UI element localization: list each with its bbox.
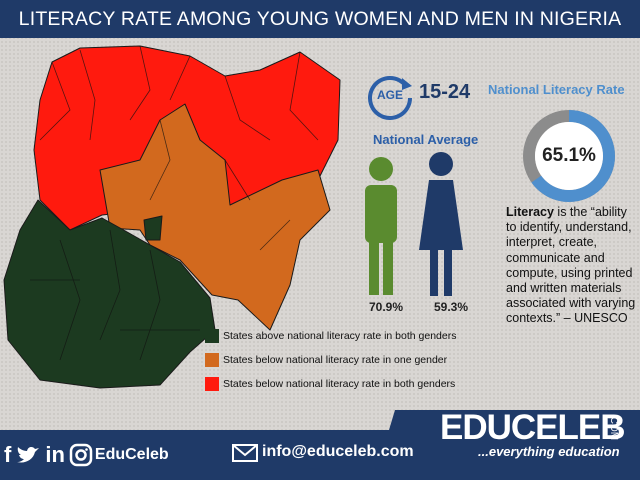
legend-label: States below national literacy rate in o… <box>223 354 448 366</box>
female-literacy-rate: 59.3% <box>434 300 469 314</box>
national-literacy-rate-label: National Literacy Rate <box>488 82 625 97</box>
age-refresh-icon <box>368 76 412 120</box>
legend-swatch-orange <box>205 353 219 367</box>
definition-text: is the “ability to identify, understand,… <box>506 205 636 326</box>
brand-tagline: ...everything education <box>478 444 620 459</box>
twitter-icon[interactable] <box>15 444 41 466</box>
legend-swatch-green <box>205 329 219 343</box>
age-badge-label: AGE <box>376 88 403 102</box>
legend-item-one-gender: States below national literacy rate in o… <box>205 348 456 372</box>
instagram-icon[interactable] <box>69 443 93 467</box>
age-range: 15-24 <box>419 81 471 103</box>
legend-item-above: States above national literacy rate in b… <box>205 324 456 348</box>
literacy-rate-donut <box>523 110 615 202</box>
nigeria-map <box>3 45 341 389</box>
literacy-rate-value: 65.1% <box>542 145 596 166</box>
literacy-definition: Literacy is the “ability to identify, un… <box>506 205 638 327</box>
male-literacy-rate: 70.9% <box>369 300 404 314</box>
social-links: f in EduCeleb <box>4 442 169 468</box>
brand-logo: EDUCELEB <box>440 408 626 447</box>
facebook-icon[interactable]: f <box>4 442 12 467</box>
map-fct-green <box>143 215 163 241</box>
female-figure-icon <box>419 152 463 296</box>
map-legend: States above national literacy rate in b… <box>205 324 456 396</box>
definition-term: Literacy <box>506 205 554 219</box>
infographic-title: LITERACY RATE AMONG YOUNG WOMEN AND MEN … <box>0 0 640 38</box>
legend-label: States above national literacy rate in b… <box>223 330 457 342</box>
contact-email[interactable]: info@educeleb.com <box>262 443 414 460</box>
footer: f in EduCeleb info@educeleb.com EDUCELEB… <box>0 408 640 480</box>
legend-swatch-red <box>205 377 219 391</box>
age-badge: AGE <box>366 72 414 120</box>
legend-item-both-genders: States below national literacy rate in b… <box>205 372 456 396</box>
legend-label: States below national literacy rate in b… <box>223 378 456 390</box>
map-south-green-states <box>3 199 216 389</box>
footer-bar <box>0 430 640 480</box>
literacy-rate-arc <box>523 110 615 202</box>
national-average-label: National Average <box>373 132 479 147</box>
male-figure-icon <box>365 157 397 295</box>
brand-domain: .COM <box>608 414 619 441</box>
linkedin-icon[interactable]: in <box>45 442 65 467</box>
social-handle[interactable]: EduCeleb <box>94 446 169 463</box>
email-icon <box>232 444 258 462</box>
